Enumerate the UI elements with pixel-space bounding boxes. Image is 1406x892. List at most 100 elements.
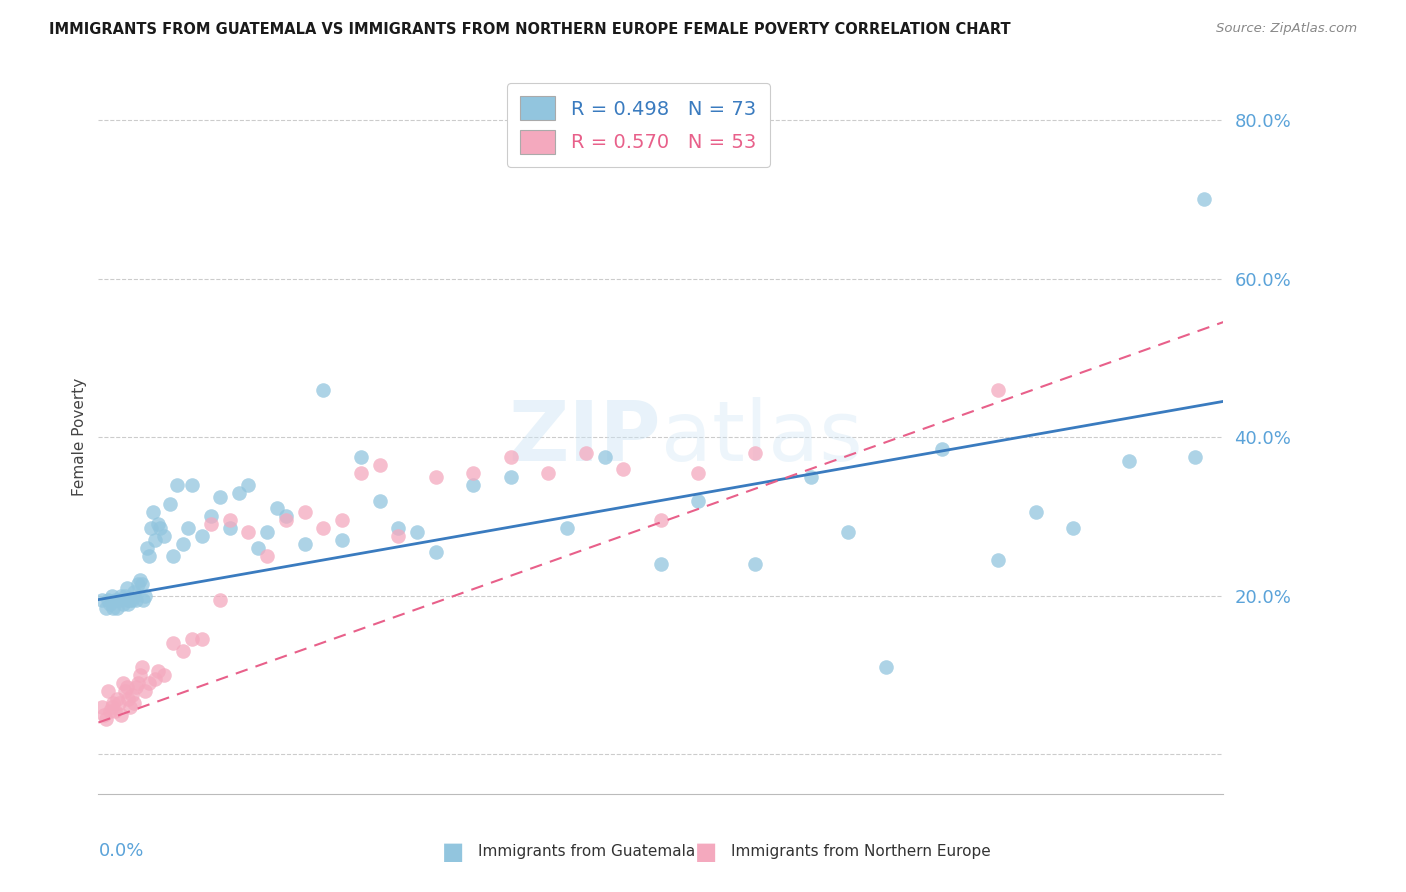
Point <box>110 589 132 603</box>
Point <box>149 521 172 535</box>
Point <box>350 450 373 464</box>
Point <box>91 592 114 607</box>
Point <box>110 707 132 722</box>
Point <box>246 541 269 555</box>
Point <box>575 446 598 460</box>
Point <box>837 525 859 540</box>
Point <box>463 466 485 480</box>
Point <box>98 597 121 611</box>
Point <box>537 466 560 480</box>
Point <box>181 477 204 491</box>
Point <box>128 668 150 682</box>
Point <box>931 442 953 456</box>
Point <box>111 597 134 611</box>
Point <box>128 573 150 587</box>
Point <box>209 490 232 504</box>
Point <box>143 672 166 686</box>
Text: 0.0%: 0.0% <box>98 842 143 861</box>
Point <box>190 529 212 543</box>
Point <box>172 537 194 551</box>
Point <box>105 600 128 615</box>
Point <box>368 493 391 508</box>
Point <box>104 704 127 718</box>
Point <box>256 525 278 540</box>
Point <box>425 469 447 483</box>
Point <box>134 589 156 603</box>
Point <box>256 549 278 563</box>
Point <box>132 592 155 607</box>
Point <box>115 680 138 694</box>
Point <box>463 477 485 491</box>
Point <box>111 676 134 690</box>
Point <box>166 477 188 491</box>
Point <box>148 664 170 678</box>
Point <box>312 521 335 535</box>
Point <box>108 592 131 607</box>
Point <box>266 501 288 516</box>
Text: ■: ■ <box>441 840 464 863</box>
Point <box>91 699 114 714</box>
Point <box>274 509 297 524</box>
Point <box>159 498 181 512</box>
Point <box>218 521 240 535</box>
Point <box>209 592 232 607</box>
Point <box>987 553 1010 567</box>
Point <box>138 549 160 563</box>
Point <box>115 581 138 595</box>
Point <box>744 446 766 460</box>
Point <box>875 660 897 674</box>
Point <box>1025 505 1047 519</box>
Point <box>138 676 160 690</box>
Point <box>131 576 153 591</box>
Point <box>98 704 121 718</box>
Point <box>499 450 522 464</box>
Point <box>555 521 578 535</box>
Point <box>122 696 145 710</box>
Point <box>100 699 122 714</box>
Point <box>1062 521 1084 535</box>
Point <box>368 458 391 472</box>
Point <box>127 576 149 591</box>
Point <box>330 533 353 548</box>
Point <box>172 644 194 658</box>
Point <box>162 636 184 650</box>
Text: IMMIGRANTS FROM GUATEMALA VS IMMIGRANTS FROM NORTHERN EUROPE FEMALE POVERTY CORR: IMMIGRANTS FROM GUATEMALA VS IMMIGRANTS … <box>49 22 1011 37</box>
Point <box>200 517 222 532</box>
Point <box>94 600 117 615</box>
Point <box>103 696 125 710</box>
Point <box>115 592 138 607</box>
Point <box>1184 450 1206 464</box>
Point <box>97 592 120 607</box>
Point <box>103 600 125 615</box>
Point <box>142 505 165 519</box>
Point <box>294 537 316 551</box>
Point <box>177 521 200 535</box>
Point <box>94 712 117 726</box>
Text: Immigrants from Northern Europe: Immigrants from Northern Europe <box>731 845 991 859</box>
Point <box>387 521 409 535</box>
Point <box>312 383 335 397</box>
Point <box>350 466 373 480</box>
Point <box>294 505 316 519</box>
Point <box>148 517 170 532</box>
Point <box>387 529 409 543</box>
Point <box>121 592 143 607</box>
Point <box>499 469 522 483</box>
Point <box>800 469 823 483</box>
Point <box>650 557 672 571</box>
Point <box>125 680 148 694</box>
Point <box>143 533 166 548</box>
Point <box>153 668 176 682</box>
Point <box>100 589 122 603</box>
Point <box>238 477 260 491</box>
Text: Source: ZipAtlas.com: Source: ZipAtlas.com <box>1216 22 1357 36</box>
Text: ZIP: ZIP <box>509 397 661 477</box>
Point <box>97 683 120 698</box>
Point <box>190 632 212 647</box>
Point <box>136 541 159 555</box>
Point <box>153 529 176 543</box>
Legend: R = 0.498   N = 73, R = 0.570   N = 53: R = 0.498 N = 73, R = 0.570 N = 53 <box>506 83 770 168</box>
Point <box>117 691 139 706</box>
Point <box>200 509 222 524</box>
Point <box>1194 192 1216 206</box>
